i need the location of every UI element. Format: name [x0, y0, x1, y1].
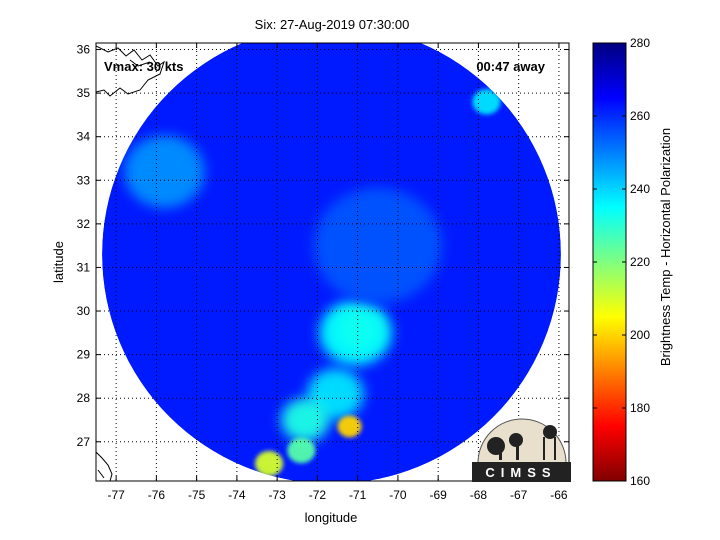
y-tick-label: 28	[77, 391, 91, 405]
y-tick-label: 33	[77, 173, 91, 187]
x-tick-label: -72	[309, 488, 327, 502]
axis-ticks: -77 -76 -75 -74 -73 -72 -71 -70 -69 -68 -67 -66 27 28…	[77, 43, 569, 502]
tb-feature-2	[319, 300, 392, 366]
tb-feature-9	[472, 89, 501, 115]
y-tick-label: 29	[77, 348, 91, 362]
colorbar-tick-label: 260	[630, 109, 650, 123]
tb-feature-8	[124, 135, 205, 208]
grid-lines	[96, 43, 569, 481]
x-tick-label: -74	[228, 488, 246, 502]
colorbar-tick-label: 220	[630, 255, 650, 269]
colorbar-tick-label: 160	[630, 474, 650, 488]
y-tick-label: 32	[77, 217, 91, 231]
coastline	[96, 45, 165, 481]
x-axis-label: longitude	[305, 510, 358, 525]
colorbar-tick-label: 200	[630, 328, 650, 342]
logo-text: CIMSS	[485, 465, 556, 480]
x-tick-label: -66	[550, 488, 568, 502]
colorbar-ticks: 160 180 200 220 240 260 280	[593, 36, 650, 488]
x-tick-label: -71	[349, 488, 367, 502]
colorbar-label: Brightness Temp - Horizontal Polarizatio…	[658, 128, 673, 366]
y-tick-label: 35	[77, 86, 91, 100]
tb-feature-6	[255, 450, 284, 477]
chart-title: Six: 27-Aug-2019 07:30:00	[255, 17, 410, 32]
x-tick-label: -76	[148, 488, 166, 502]
x-tick-label: -70	[389, 488, 407, 502]
cimss-logo: CIMSS	[472, 418, 571, 482]
vmax-annotation: Vmax: 30 kts	[104, 59, 184, 74]
colorbar-tick-label: 280	[630, 36, 650, 50]
tb-feature-10	[313, 187, 443, 304]
x-tick-label: -77	[107, 488, 125, 502]
x-tick-label: -68	[470, 488, 488, 502]
x-tick-label: -69	[429, 488, 447, 502]
x-tick-label: -75	[188, 488, 206, 502]
y-tick-label: 31	[77, 260, 91, 274]
plot-frame	[95, 42, 570, 482]
y-tick-label: 30	[77, 304, 91, 318]
tb-feature-7	[287, 437, 316, 464]
y-tick-label: 34	[77, 130, 91, 144]
x-tick-label: -67	[510, 488, 528, 502]
x-tick-label: -73	[268, 488, 286, 502]
time-away-annotation: 00:47 away	[476, 59, 545, 74]
tb-feature-4	[281, 398, 330, 442]
y-tick-label: 36	[77, 43, 91, 57]
microwave-swath	[102, 43, 561, 481]
y-axis-label: latitude	[51, 241, 66, 283]
colorbar	[592, 42, 627, 482]
colorbar-tick-label: 240	[630, 182, 650, 196]
colorbar-tick-label: 180	[630, 401, 650, 415]
y-tick-label: 27	[77, 435, 91, 449]
tb-feature-5	[337, 415, 362, 438]
